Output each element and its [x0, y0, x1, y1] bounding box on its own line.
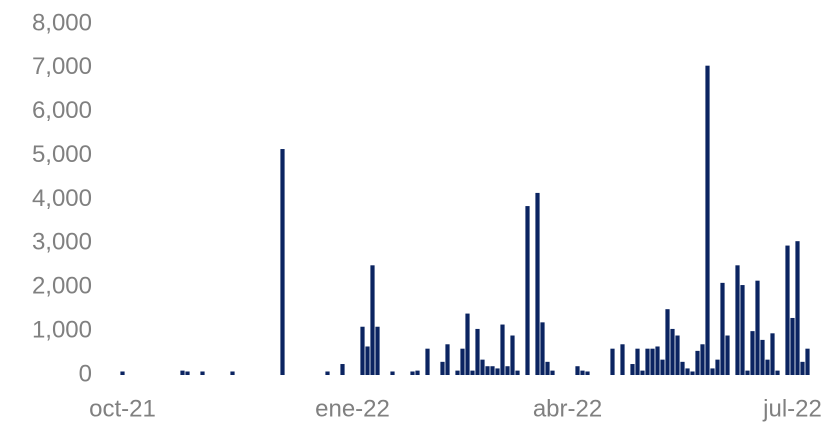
bar	[800, 361, 805, 375]
bar	[675, 335, 680, 375]
y-tick-label: 4,000	[32, 185, 92, 212]
bar	[755, 280, 760, 375]
bar	[695, 350, 700, 375]
bar	[370, 265, 375, 375]
bar	[665, 309, 670, 375]
bar	[545, 361, 550, 375]
x-tick-label: abr-22	[533, 395, 602, 422]
x-tick-label: jul-22	[762, 395, 822, 422]
bar	[750, 331, 755, 375]
bar	[745, 370, 750, 375]
bar	[180, 370, 185, 375]
bar	[280, 149, 285, 375]
bar	[230, 371, 235, 375]
bar	[585, 371, 590, 375]
bar	[645, 348, 650, 375]
bar	[515, 370, 520, 375]
bar	[785, 245, 790, 375]
bar	[415, 370, 420, 375]
bar	[580, 370, 585, 375]
bar	[540, 322, 545, 375]
y-tick-label: 7,000	[32, 53, 92, 80]
bar	[715, 359, 720, 375]
bar	[735, 265, 740, 375]
bar	[185, 371, 190, 375]
bar	[650, 348, 655, 375]
bar	[610, 348, 615, 375]
bar	[445, 344, 450, 375]
bar	[790, 317, 795, 375]
bar	[705, 65, 710, 376]
bar	[635, 348, 640, 375]
bar	[535, 192, 540, 375]
bar	[620, 344, 625, 375]
bar	[725, 335, 730, 375]
bar	[505, 366, 510, 375]
bar	[760, 339, 765, 375]
bar	[720, 282, 725, 375]
bar	[660, 359, 665, 375]
bar	[775, 370, 780, 375]
bar	[550, 370, 555, 375]
bar	[690, 371, 695, 375]
bar	[120, 371, 125, 375]
y-tick-label: 1,000	[32, 316, 92, 343]
bar	[360, 326, 365, 375]
bar	[490, 366, 495, 375]
x-tick-label: ene-22	[315, 395, 390, 422]
bar	[465, 313, 470, 375]
bar	[525, 206, 530, 375]
bar	[575, 366, 580, 375]
y-tick-label: 8,000	[32, 9, 92, 36]
bar	[795, 241, 800, 375]
bar	[455, 370, 460, 375]
bar	[200, 371, 205, 375]
bar	[680, 361, 685, 375]
bar	[390, 371, 395, 375]
bar	[495, 368, 500, 375]
bar	[470, 370, 475, 375]
bar	[710, 368, 715, 375]
bar	[325, 371, 330, 375]
bar	[485, 366, 490, 375]
bar	[765, 359, 770, 375]
y-tick-label: 5,000	[32, 141, 92, 168]
bar	[770, 333, 775, 375]
y-tick-label: 3,000	[32, 229, 92, 256]
y-tick-label: 0	[79, 360, 92, 387]
bar	[365, 346, 370, 375]
bar	[740, 285, 745, 375]
bar	[425, 348, 430, 375]
bar	[375, 326, 380, 375]
bar	[640, 370, 645, 375]
x-tick-label: oct-21	[89, 395, 156, 422]
bar	[700, 344, 705, 375]
bar	[500, 324, 505, 375]
bar	[440, 361, 445, 375]
y-tick-label: 2,000	[32, 273, 92, 300]
bar	[510, 335, 515, 375]
bar	[410, 371, 415, 375]
bar	[340, 364, 345, 375]
y-tick-label: 6,000	[32, 97, 92, 124]
bar	[685, 368, 690, 375]
bar	[670, 328, 675, 375]
bar	[480, 359, 485, 375]
bar	[630, 364, 635, 375]
bar	[460, 348, 465, 375]
bar	[805, 348, 810, 375]
bar	[655, 346, 660, 375]
bar	[475, 328, 480, 375]
